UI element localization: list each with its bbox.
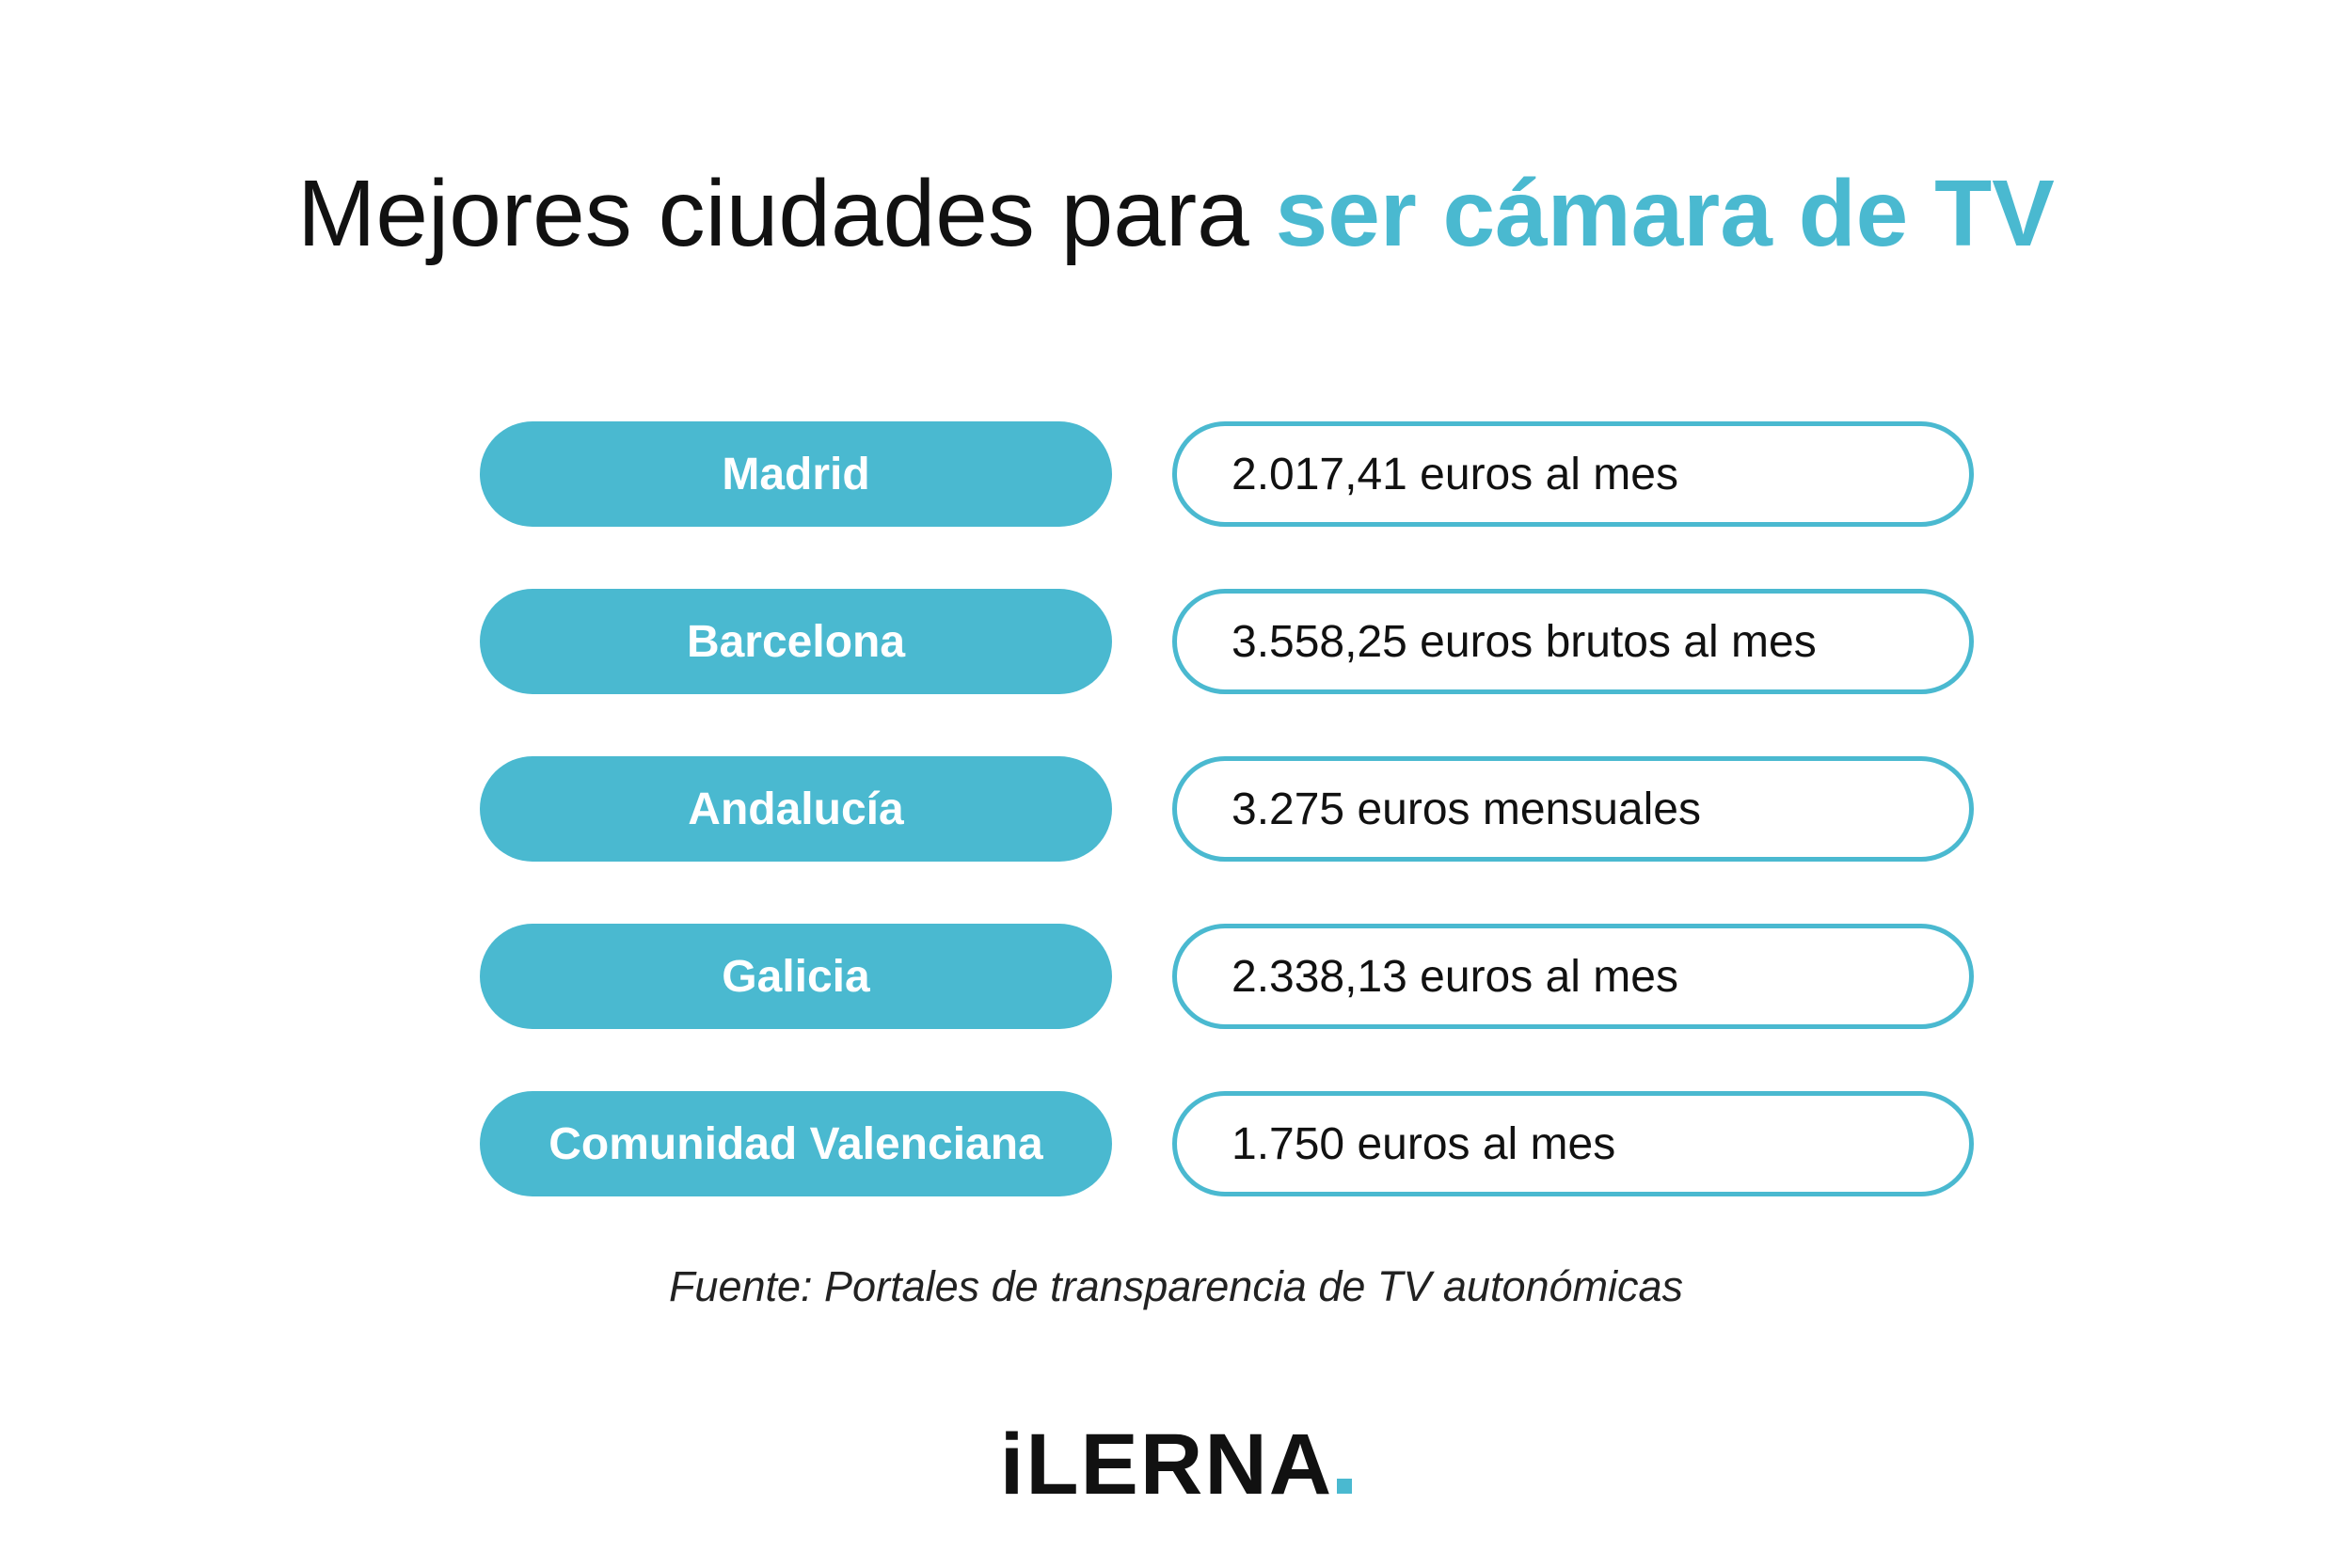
source: Fuente: Portales de transparencia de TV … bbox=[668, 1262, 1684, 1310]
logo: iLERNA bbox=[0, 1416, 2352, 1514]
region-label: Galicia bbox=[480, 924, 1112, 1029]
title-highlight: ser cámara de TV bbox=[1275, 161, 2055, 266]
salary-label: 3.275 euros mensuales bbox=[1172, 756, 1974, 862]
salary-label: 1.750 euros al mes bbox=[1172, 1091, 1974, 1196]
salary-label: 2.338,13 euros al mes bbox=[1172, 924, 1974, 1029]
region-label: Barcelona bbox=[480, 589, 1112, 694]
salary-label: 3.558,25 euros brutos al mes bbox=[1172, 589, 1974, 694]
salary-label: 2.017,41 euros al mes bbox=[1172, 421, 1974, 527]
region-label: Madrid bbox=[480, 421, 1112, 527]
logo-text: iLERNA bbox=[999, 1417, 1334, 1513]
title-plain: Mejores ciudades para bbox=[297, 161, 1249, 266]
title: Mejores ciudades para ser cámara de TV bbox=[0, 160, 2352, 268]
region-label: Andalucía bbox=[480, 756, 1112, 862]
logo-dot bbox=[1337, 1479, 1353, 1494]
region-label: Comunidad Valenciana bbox=[480, 1091, 1112, 1196]
